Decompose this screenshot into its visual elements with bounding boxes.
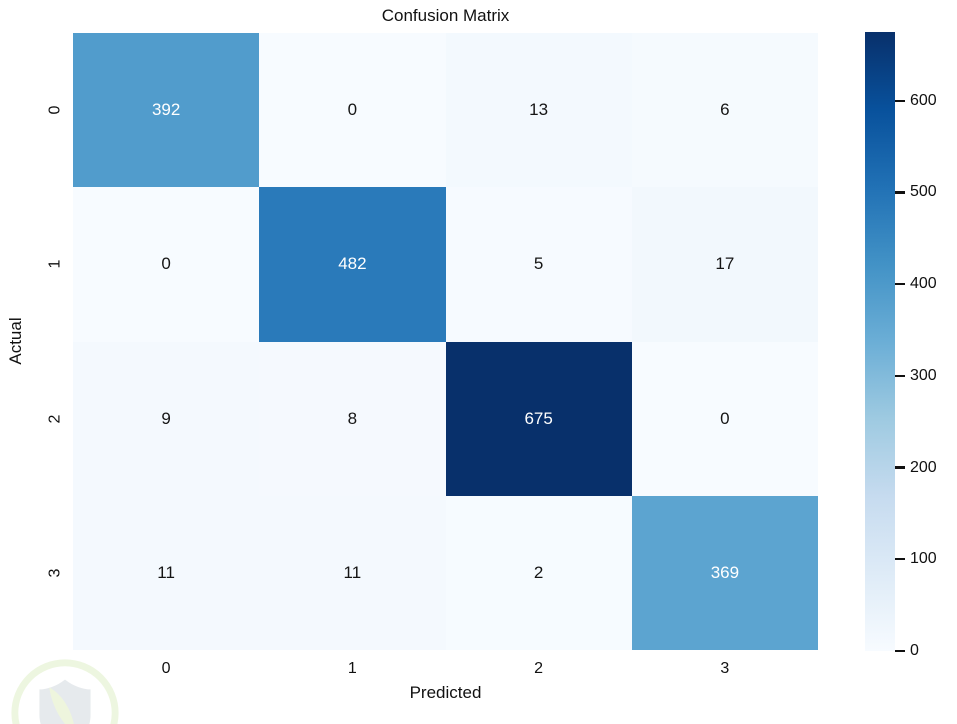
colorbar-tick-label: 0 xyxy=(910,642,919,659)
x-tick-0: 0 xyxy=(161,660,171,677)
colorbar xyxy=(865,32,895,651)
x-tick-1: 1 xyxy=(347,660,357,677)
heatmap-cell-r1c2: 5 xyxy=(445,187,632,342)
colorbar-tick-100: 100 xyxy=(895,549,937,569)
y-tick-1: 1 xyxy=(46,259,63,269)
chart-title: Confusion Matrix xyxy=(381,6,510,25)
colorbar-tick-label: 200 xyxy=(910,458,937,476)
heatmap-cell-r3c2: 2 xyxy=(445,495,632,650)
colorbar-tick-label: 100 xyxy=(910,550,937,568)
colorbar-tick-mark xyxy=(895,191,905,194)
heatmap-cell-r0c0: 392 xyxy=(73,33,260,188)
colorbar-tick-300: 300 xyxy=(895,366,937,386)
heatmap-cell-r3c0: 11 xyxy=(73,495,260,650)
colorbar-tick-label: 300 xyxy=(910,366,937,384)
heatmap-cell-r2c0: 9 xyxy=(73,341,260,496)
y-axis-label: Actual xyxy=(6,317,25,365)
colorbar-tick-mark xyxy=(895,649,905,653)
y-tick-2: 2 xyxy=(46,414,63,424)
heatmap-cell-r0c3: 6 xyxy=(631,33,818,188)
x-axis-label: Predicted xyxy=(409,683,482,702)
heatmap-cell-r0c1: 0 xyxy=(259,33,446,188)
colorbar-tick-0: 0 xyxy=(895,641,919,661)
watermark-ring xyxy=(11,659,119,724)
colorbar-tick-400: 400 xyxy=(895,274,937,294)
colorbar-tick-500: 500 xyxy=(895,182,937,202)
heatmap-cell-r2c3: 0 xyxy=(631,341,818,496)
x-tick-2: 2 xyxy=(534,660,544,677)
watermark-shield xyxy=(39,679,91,724)
colorbar-tick-label: 500 xyxy=(910,183,937,201)
brand-watermark-logo: كفيل xyxy=(11,659,119,724)
heatmap-grid: 392 0 13 6 0 482 5 17 9 8 675 0 11 11 2 369 xyxy=(73,33,818,650)
colorbar-tick-mark xyxy=(895,374,905,378)
y-tick-0: 0 xyxy=(46,105,63,115)
heatmap-cell-r0c2: 13 xyxy=(445,33,632,188)
colorbar-tick-label: 400 xyxy=(910,275,937,293)
colorbar-tick-600: 600 xyxy=(895,91,937,111)
colorbar-ticks: 0 100 200 300 400 500 600 xyxy=(895,32,957,659)
watermark-leaf xyxy=(49,687,74,724)
heatmap-cell-r2c1: 8 xyxy=(259,341,446,496)
heatmap-cell-r2c2: 675 xyxy=(445,341,632,496)
x-axis-ticks: 0 1 2 3 xyxy=(73,660,818,680)
heatmap-cell-r3c1: 11 xyxy=(259,495,446,650)
heatmap-cell-r1c3: 17 xyxy=(631,187,818,342)
x-tick-3: 3 xyxy=(720,660,730,677)
colorbar-tick-mark xyxy=(895,558,905,561)
y-axis-ticks: 0 1 2 3 xyxy=(44,33,66,650)
heatmap-cell-r1c1: 482 xyxy=(259,187,446,342)
colorbar-tick-mark xyxy=(895,99,905,102)
colorbar-tick-mark xyxy=(895,282,905,286)
y-tick-3: 3 xyxy=(46,568,63,578)
colorbar-tick-mark xyxy=(895,466,905,469)
colorbar-tick-200: 200 xyxy=(895,458,937,478)
heatmap-cell-r3c3: 369 xyxy=(631,495,818,650)
heatmap-cell-r1c0: 0 xyxy=(73,187,260,342)
colorbar-tick-label: 600 xyxy=(910,91,937,109)
